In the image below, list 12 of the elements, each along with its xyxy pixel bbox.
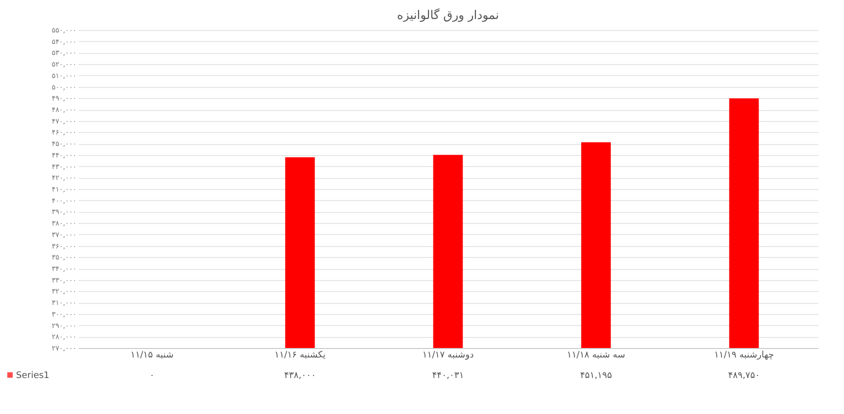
chart-title: نمودار ورق گالوانیزه [397, 8, 499, 22]
data-label: ۴۵۱,۱۹۵ [580, 371, 612, 381]
text: ۰ [150, 371, 154, 381]
legend-label: Series1 [16, 371, 50, 381]
data-label: ۴۴۰,۰۳۱ [432, 371, 464, 381]
x-tick-label: دوشنبه ۱۱/۱۷ [422, 350, 474, 360]
x-tick-label: چهارشنبه ۱۱/۱۹ [714, 350, 774, 360]
data-label: ۴۸۹,۷۵۰ [728, 371, 760, 381]
x-tick-label: سه شنبه ۱۱/۱۸ [566, 350, 626, 360]
x-tick-label: یکشنبه ۱۱/۱۶ [274, 350, 326, 360]
data-label: ۴۳۸,۰۰۰ [284, 371, 316, 381]
x-tick-label: شنبه ۱۱/۱۵ [130, 350, 174, 360]
